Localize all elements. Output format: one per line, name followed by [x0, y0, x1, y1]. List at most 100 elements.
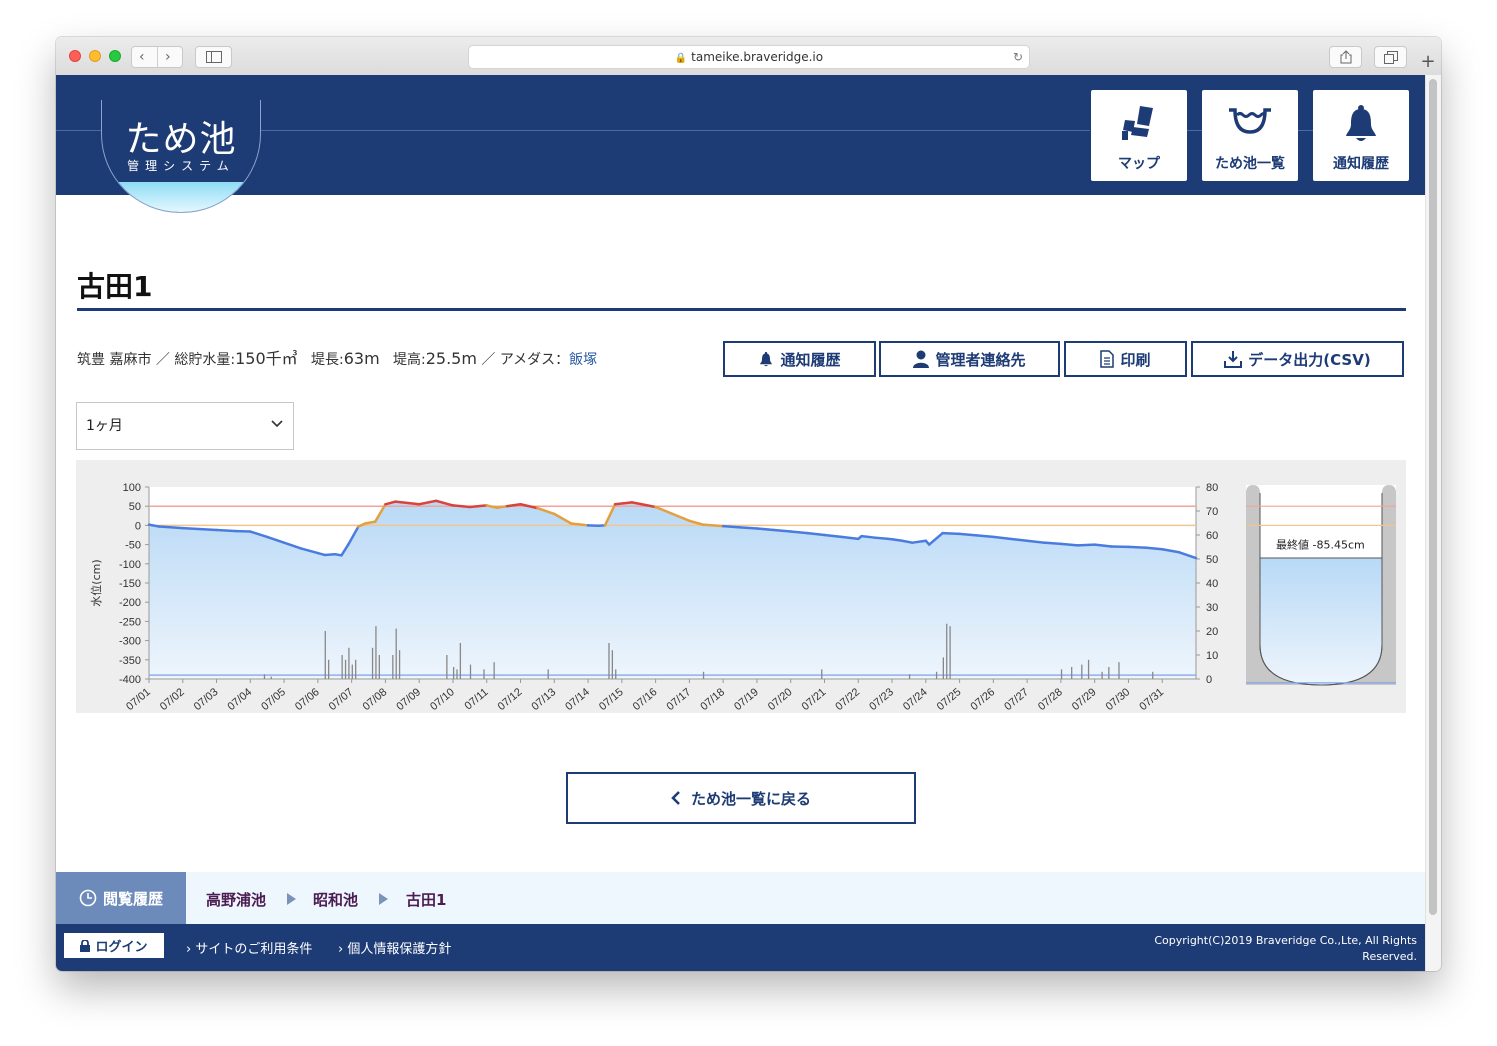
rain-bar — [942, 657, 944, 679]
water-level-segment — [394, 500, 421, 506]
close-window-button[interactable] — [69, 50, 81, 62]
y2-tick-label: 50 — [1206, 554, 1218, 566]
rain-bar — [355, 659, 357, 679]
logo-water-wave — [102, 182, 260, 212]
water-level-segment — [975, 534, 995, 539]
reload-icon[interactable]: ↻ — [1012, 50, 1023, 64]
rain-bar — [459, 643, 462, 679]
nav-notification-button[interactable]: 通知履歴 — [1313, 90, 1409, 181]
water-level-segment — [265, 535, 286, 544]
x-tick-label: 07/23 — [867, 686, 896, 713]
water-level-segment — [434, 499, 455, 507]
water-level-segment — [374, 503, 387, 523]
water-level-segment — [505, 503, 522, 508]
water-level-segment — [519, 503, 539, 510]
minimize-window-button[interactable] — [89, 50, 101, 62]
print-button[interactable]: 印刷 — [1064, 341, 1187, 377]
water-level-segment — [789, 530, 809, 535]
notification-history-button[interactable]: 通知履歴 — [723, 341, 876, 377]
water-level-segment — [157, 525, 185, 530]
back-to-list-button[interactable]: ため池一覧に戻る — [566, 772, 916, 824]
rain-bar — [1087, 659, 1090, 679]
new-tab-button[interactable]: + — [1420, 51, 1436, 72]
address-bar[interactable]: 🔒 tameike.braveridge.io ↻ — [468, 45, 1030, 69]
chevron-right-icon: › — [186, 942, 192, 957]
rain-bar — [270, 676, 272, 679]
title-divider — [77, 308, 1406, 311]
back-to-list-label: ため池一覧に戻る — [690, 789, 811, 808]
admin-contact-button[interactable]: 管理者連絡先 — [879, 341, 1060, 377]
water-level-segment — [1008, 537, 1029, 543]
rain-bar — [949, 626, 951, 679]
login-button[interactable]: ログイン — [64, 933, 164, 958]
rain-bar — [456, 669, 458, 679]
history-item[interactable]: 古田1 — [406, 891, 447, 909]
terms-link[interactable]: › サイトのご利用条件 — [186, 942, 313, 957]
chevron-right-icon: › — [338, 942, 344, 957]
csv-export-label: データ出力(CSV) — [1248, 350, 1371, 369]
chevron-left-icon — [671, 791, 680, 805]
amedas-link[interactable]: 飯塚 — [569, 352, 598, 368]
nav-pond-list-button[interactable]: ため池一覧 — [1202, 90, 1298, 181]
water-level-segment — [485, 504, 499, 509]
rain-bar — [351, 664, 353, 679]
logo-subtitle: 管理システム — [127, 159, 235, 173]
y-tick-label: 100 — [123, 482, 141, 494]
download-icon — [1224, 351, 1243, 368]
rain-bar — [1081, 664, 1083, 679]
site-footer: ログイン › サイトのご利用条件 › 個人情報保護方針 Copyright(C)… — [56, 924, 1426, 971]
water-level-segment — [384, 500, 397, 506]
sidebar-toggle-button[interactable] — [195, 46, 232, 68]
triangle-right-icon — [287, 893, 296, 905]
browser-titlebar: ‹ › 🔒 tameike.braveridge.io ↻ + — [56, 37, 1441, 76]
x-tick-label: 07/11 — [462, 686, 490, 712]
water-level-segment — [911, 539, 928, 544]
history-item[interactable]: 高野浦池 — [206, 891, 267, 909]
zoom-window-button[interactable] — [109, 50, 121, 62]
gauge-wall — [1246, 485, 1396, 685]
pond-icon — [1229, 108, 1271, 134]
rain-bar — [375, 626, 377, 679]
water-level-segment — [417, 499, 438, 506]
y2-tick-label: 20 — [1206, 626, 1218, 638]
sidebar-icon — [205, 51, 222, 63]
document-icon — [1100, 350, 1115, 368]
y-tick-label: 0 — [135, 520, 141, 532]
x-tick-label: 07/19 — [732, 686, 761, 713]
x-tick-label: 07/22 — [833, 686, 862, 713]
privacy-policy-link[interactable]: › 個人情報保護方針 — [338, 942, 452, 957]
page-title: 古田1 — [77, 270, 153, 303]
x-tick-label: 07/13 — [529, 686, 558, 713]
water-level-segment — [772, 528, 792, 533]
water-level-segment — [603, 503, 617, 527]
nav-map-button[interactable]: マップ — [1091, 90, 1187, 181]
x-tick-label: 07/16 — [631, 686, 660, 713]
rain-bar — [935, 671, 938, 679]
rain-bar — [328, 659, 330, 679]
period-select-value: 1ヶ月 — [86, 418, 123, 434]
water-level-segment — [181, 526, 218, 532]
rain-bar — [483, 669, 485, 679]
page-scrollbar[interactable] — [1425, 75, 1441, 971]
site-logo[interactable]: ため池 管理システム — [101, 100, 261, 213]
history-item[interactable]: 昭和池 — [313, 891, 359, 909]
share-button[interactable] — [1329, 46, 1362, 68]
water-level-segment — [553, 512, 573, 525]
water-level-segment — [806, 531, 826, 537]
y-tick-label: -350 — [119, 655, 141, 667]
chevron-right-icon[interactable]: › — [165, 49, 171, 65]
rain-bar — [1101, 671, 1103, 679]
gauge-label: 最終値 -85.45cm — [1276, 538, 1365, 552]
chevron-left-icon[interactable]: ‹ — [139, 49, 145, 65]
x-tick-label: 07/05 — [259, 686, 288, 713]
csv-export-button[interactable]: データ出力(CSV) — [1191, 341, 1404, 377]
copyright-text: Copyright(C)2019 Braveridge Co.,Lte, All… — [1154, 934, 1417, 963]
water-level-segment — [1025, 539, 1046, 544]
back-forward-buttons[interactable]: ‹ › — [131, 46, 183, 68]
pond-location: 筑豊 嘉麻市 — [77, 352, 152, 368]
rain-bar — [378, 655, 380, 679]
period-select[interactable]: 1ヶ月 — [76, 402, 294, 450]
tabs-overview-button[interactable] — [1374, 46, 1407, 68]
scrollbar-thumb[interactable] — [1429, 79, 1437, 915]
y-tick-label: -100 — [119, 559, 141, 571]
